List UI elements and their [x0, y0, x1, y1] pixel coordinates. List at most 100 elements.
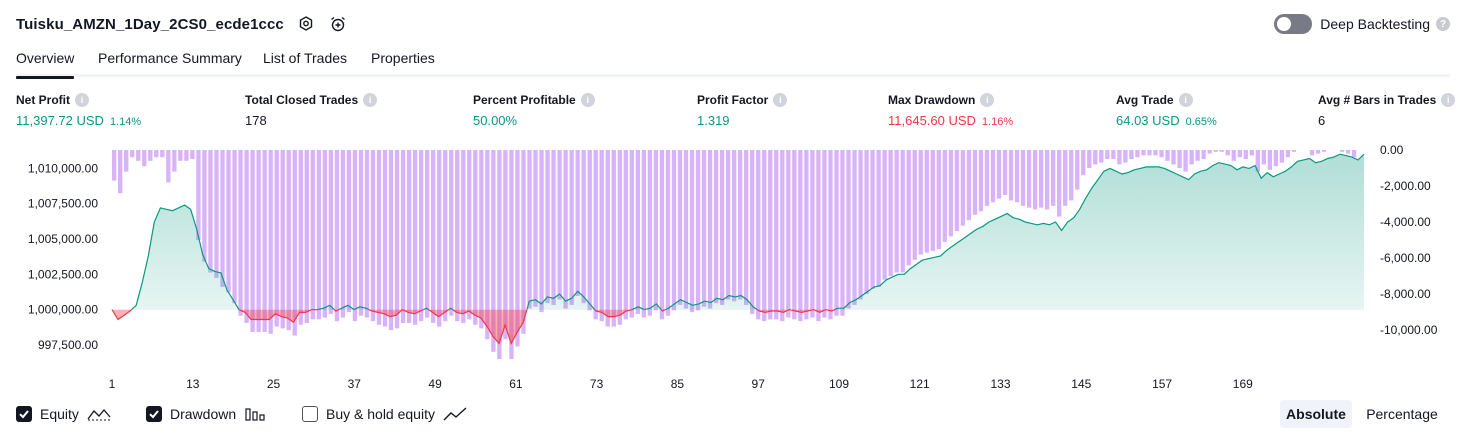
drawdown-bar	[1147, 150, 1152, 156]
drawdown-bar	[376, 150, 382, 325]
trade-axis-tick: 133	[990, 377, 1010, 391]
info-icon[interactable]: i	[363, 93, 378, 107]
deep-backtesting-toggle[interactable]	[1274, 14, 1313, 34]
trade-axis-tick: 1	[109, 377, 116, 391]
drawdown-bar	[479, 150, 484, 329]
drawdown-bar	[130, 150, 135, 158]
equity-axis-tick: 1,005,000.00	[28, 232, 98, 246]
drawdown-bar	[527, 150, 532, 309]
info-icon[interactable]: i	[1178, 93, 1193, 107]
drawdown-bar	[148, 150, 153, 161]
drawdown-bar	[563, 150, 568, 309]
drawdown-bar	[503, 150, 508, 340]
metric-value: 64.03 USD	[1116, 113, 1180, 128]
checkbox-drawdown[interactable]	[146, 406, 162, 422]
equity-axis-tick: 1,010,000.00	[28, 161, 98, 175]
drawdown-bar	[750, 150, 755, 314]
drawdown-bar	[677, 150, 683, 305]
legend-drawdown[interactable]: Drawdown	[146, 402, 266, 426]
legend-equity[interactable]: Equity	[16, 402, 111, 426]
drawdown-bar	[1273, 150, 1279, 167]
metric-label: Net Profit	[16, 93, 70, 107]
drawdown-bar	[473, 150, 478, 325]
metric-total-closed-trades: Total Closed Trades i 178	[245, 93, 378, 128]
drawdown-bar	[1135, 150, 1140, 158]
drawdown-bar	[960, 150, 966, 226]
drawdown-bar	[418, 150, 424, 322]
drawdown-bar	[924, 150, 929, 253]
drawdown-bar	[166, 150, 171, 183]
drawdown-bar	[912, 150, 917, 260]
info-icon[interactable]: i	[980, 93, 995, 107]
trade-axis-tick: 109	[829, 377, 849, 391]
info-icon[interactable]: i	[75, 93, 89, 107]
drawdown-bar	[1321, 150, 1327, 152]
drawdown-bar	[834, 150, 839, 316]
drawdown-bar	[629, 150, 634, 318]
drawdown-bar	[1159, 150, 1164, 158]
drawdown-bar	[575, 150, 580, 296]
drawdown-bar	[744, 150, 749, 305]
drawdown-bar	[1038, 150, 1044, 208]
tab-properties[interactable]: Properties	[371, 50, 435, 66]
drawdown-bar	[112, 150, 117, 181]
drawdown-axis-tick: -2,000.00	[1380, 179, 1431, 193]
drawdown-bar	[864, 150, 869, 295]
drawdown-bar	[569, 150, 574, 305]
drawdown-bar	[942, 150, 947, 242]
metric-value: 11,397.72 USD	[16, 113, 104, 128]
metric-avg-trade: Avg Trade i 64.03 USD 0.65%	[1116, 93, 1217, 128]
drawdown-bar	[346, 150, 352, 313]
info-icon[interactable]: i	[773, 93, 788, 107]
drawdown-bar	[1219, 150, 1224, 152]
drawdown-bar	[1105, 150, 1110, 160]
drawdown-bar	[623, 150, 628, 320]
drawdown-bar	[780, 150, 785, 322]
drawdown-bar	[1249, 150, 1254, 156]
equity-line-icon	[87, 406, 111, 422]
drawdown-bar	[310, 150, 315, 320]
checkbox-equity[interactable]	[16, 406, 32, 422]
drawdown-bar	[906, 150, 911, 266]
trade-axis-tick: 73	[590, 377, 604, 391]
tab-performance-summary[interactable]: Performance Summary	[98, 50, 242, 66]
metric-max-drawdown: Max Drawdown i 11,645.60 USD 1.16%	[888, 93, 1013, 128]
drawdown-bar	[1014, 150, 1020, 203]
mode-absolute[interactable]: Absolute	[1280, 400, 1352, 428]
tab-overview[interactable]: Overview	[16, 50, 75, 79]
drawdown-bar	[268, 150, 273, 334]
drawdown-bar	[1195, 150, 1200, 161]
metric-net-profit: Net Profit i 11,397.72 USD 1.14%	[16, 93, 141, 128]
drawdown-bar	[996, 150, 1002, 199]
drawdown-bar	[1008, 150, 1014, 201]
drawdown-bar	[491, 150, 496, 352]
drawdown-bar	[352, 150, 358, 322]
checkbox-buy-hold-equity[interactable]	[302, 406, 318, 422]
metric-percent: 1.16%	[981, 116, 1014, 128]
drawdown-bar	[412, 150, 418, 325]
alarm-add-icon[interactable]	[328, 14, 348, 34]
equity-lines	[111, 153, 1365, 346]
drawdown-bar	[467, 150, 472, 320]
equity-drawdown-chart[interactable]: 1,010,000.00 1,007,500.00 1,005,000.00 1,00…	[0, 140, 1466, 400]
drawdown-bar	[160, 150, 165, 158]
metric-percent: 0.65%	[1185, 116, 1217, 128]
drawdown-bar	[1171, 150, 1176, 165]
question-icon[interactable]: ?	[1436, 17, 1450, 31]
drawdown-bar	[665, 150, 671, 316]
legend-buy-hold-equity[interactable]: Buy & hold equity	[302, 402, 467, 426]
drawdown-bar	[1111, 150, 1116, 160]
drawdown-bar	[798, 150, 803, 322]
legend-label: Drawdown	[170, 406, 237, 422]
info-icon[interactable]: i	[1441, 93, 1456, 107]
mode-percentage[interactable]: Percentage	[1366, 406, 1438, 422]
trade-axis-tick: 97	[752, 377, 766, 391]
drawdown-bar	[653, 150, 659, 311]
gear-icon[interactable]	[296, 14, 316, 34]
equity-axis-tick: 1,007,500.00	[28, 197, 98, 211]
legend-label: Equity	[40, 406, 79, 422]
tab-list-of-trades[interactable]: List of Trades	[263, 50, 348, 66]
drawdown-bar	[1207, 150, 1212, 154]
drawdown-bar	[1315, 150, 1321, 154]
info-icon[interactable]: i	[580, 93, 595, 107]
